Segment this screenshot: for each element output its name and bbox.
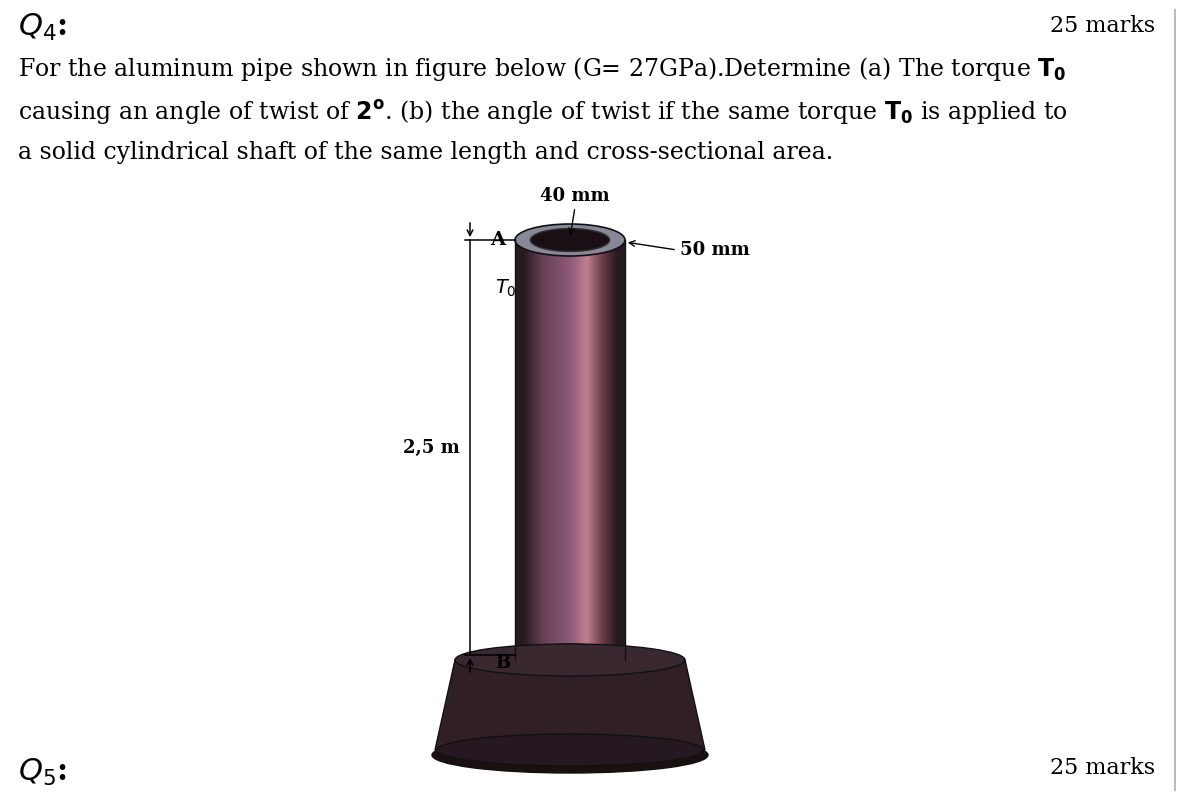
Bar [680, 660, 685, 750]
Bar [671, 660, 676, 750]
Bar [570, 660, 575, 750]
Bar [658, 660, 662, 750]
Bar [492, 660, 497, 750]
Bar [620, 660, 625, 750]
Text: For the aluminum pipe shown in figure below (G= 27GPa).Determine (a) The torque : For the aluminum pipe shown in figure be… [18, 55, 1067, 83]
Ellipse shape [437, 734, 703, 766]
Text: A: A [490, 231, 505, 249]
Bar [510, 660, 515, 750]
Bar [643, 660, 648, 750]
Bar [575, 660, 580, 750]
Bar [538, 660, 542, 750]
Bar [635, 660, 640, 750]
Bar [473, 660, 478, 750]
Bar [667, 660, 671, 750]
Ellipse shape [515, 644, 625, 676]
Text: $\mathit{Q_4}$:: $\mathit{Q_4}$: [18, 12, 67, 43]
Bar [662, 660, 667, 750]
Bar [565, 660, 570, 750]
Text: 40 mm: 40 mm [540, 187, 610, 205]
Ellipse shape [530, 228, 610, 252]
Bar [616, 660, 620, 750]
Bar [515, 660, 520, 750]
Bar [612, 660, 616, 750]
Bar [542, 660, 547, 750]
Bar [557, 660, 560, 750]
Bar [478, 660, 482, 750]
Bar [602, 660, 607, 750]
Bar [487, 660, 492, 750]
Text: 25 marks: 25 marks [1050, 15, 1154, 37]
Bar [482, 660, 487, 750]
Bar [588, 660, 593, 750]
Ellipse shape [515, 224, 625, 256]
Bar [583, 660, 588, 750]
Bar [505, 660, 510, 750]
Bar [455, 660, 685, 750]
Text: 50 mm: 50 mm [680, 241, 750, 259]
Bar [455, 660, 460, 750]
Bar [460, 660, 464, 750]
Text: $T_0$: $T_0$ [496, 277, 517, 298]
Text: a solid cylindrical shaft of the same length and cross-sectional area.: a solid cylindrical shaft of the same le… [18, 141, 833, 164]
Bar [547, 660, 552, 750]
Bar [524, 660, 529, 750]
Bar [469, 660, 474, 750]
Text: B: B [494, 654, 510, 672]
Bar [464, 660, 469, 750]
Bar [520, 660, 524, 750]
Text: causing an angle of twist of $\mathbf{2^o}$. (b) the angle of twist if the same : causing an angle of twist of $\mathbf{2^… [18, 98, 1068, 127]
Ellipse shape [455, 644, 685, 676]
Bar [653, 660, 658, 750]
Bar [625, 660, 630, 750]
Bar [529, 660, 533, 750]
Bar [502, 660, 505, 750]
Bar [560, 660, 565, 750]
Bar [676, 660, 680, 750]
Bar [593, 660, 598, 750]
Bar [552, 660, 557, 750]
Bar [607, 660, 612, 750]
Bar [598, 660, 602, 750]
Polygon shape [436, 660, 706, 750]
Bar [497, 660, 502, 750]
Bar [640, 660, 643, 750]
Bar [648, 660, 653, 750]
Text: 2,5 m: 2,5 m [403, 439, 460, 456]
Bar [533, 660, 538, 750]
Bar [580, 660, 584, 750]
Bar [630, 660, 635, 750]
Text: 25 marks: 25 marks [1050, 757, 1154, 779]
Text: $\mathit{Q_5}$:: $\mathit{Q_5}$: [18, 757, 67, 788]
Ellipse shape [432, 737, 708, 773]
